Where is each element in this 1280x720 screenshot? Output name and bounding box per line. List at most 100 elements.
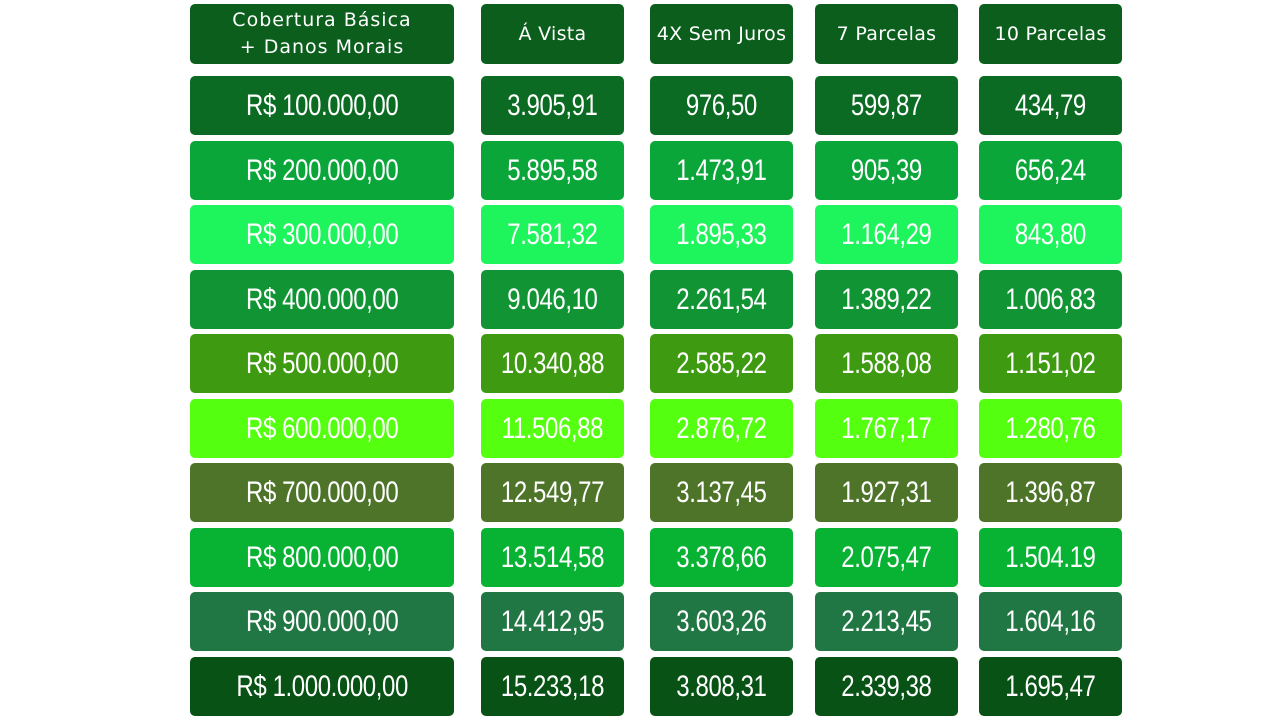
cell-4x-sem-juros-row-6: 2.876,72 [650, 399, 793, 458]
cell-4x-sem-juros-row-5: 2.585,22 [650, 334, 793, 393]
cell-value: 1.006,83 [1005, 282, 1096, 316]
cell-coverage-row-6: R$ 600.000,00 [190, 399, 454, 458]
cell-7-parcelas-row-1: 599,87 [815, 76, 958, 135]
cell-a-vista-row-9: 14.412,95 [481, 592, 624, 651]
cell-value: 1.604,16 [1005, 604, 1096, 638]
cell-value: 13.514,58 [500, 540, 605, 574]
cell-coverage-row-10: R$ 1.000.000,00 [190, 657, 454, 716]
cell-4x-sem-juros-row-9: 3.603,26 [650, 592, 793, 651]
cell-value: 3.603,26 [676, 604, 767, 638]
cell-10-parcelas-row-7: 1.396,87 [979, 463, 1122, 522]
cell-7-parcelas-row-8: 2.075,47 [815, 528, 958, 587]
cell-value: 2.213,45 [841, 604, 932, 638]
cell-10-parcelas-row-3: 843,80 [979, 205, 1122, 264]
cell-coverage-row-1: R$ 100.000,00 [190, 76, 454, 135]
cell-value: 1.164,29 [841, 217, 932, 251]
cell-a-vista-row-5: 10.340,88 [481, 334, 624, 393]
cell-coverage-row-3: R$ 300.000,00 [190, 205, 454, 264]
cell-7-parcelas-row-3: 1.164,29 [815, 205, 958, 264]
cell-value: 12.549,77 [500, 475, 605, 509]
header-4x-sem-juros: 4X Sem Juros [650, 4, 793, 64]
cell-value: 434,79 [1014, 88, 1086, 122]
cell-value: 15.233,18 [500, 669, 605, 703]
header-7-label: 7 Parcelas [836, 22, 937, 45]
cell-4x-sem-juros-row-3: 1.895,33 [650, 205, 793, 264]
header-10-parcelas: 10 Parcelas [979, 4, 1122, 64]
cell-7-parcelas-row-7: 1.927,31 [815, 463, 958, 522]
cell-value: 2.261,54 [676, 282, 767, 316]
cell-value: 2.876,72 [676, 411, 767, 445]
header-7-parcelas: 7 Parcelas [815, 4, 958, 64]
cell-10-parcelas-row-8: 1.504.19 [979, 528, 1122, 587]
cell-value: 2.585,22 [676, 346, 767, 380]
cell-7-parcelas-row-6: 1.767,17 [815, 399, 958, 458]
cell-value: 11.506,88 [501, 411, 604, 445]
cell-value: 3.378,66 [676, 540, 767, 574]
header-a-vista: Á Vista [481, 4, 624, 64]
cell-value: 7.581,32 [507, 217, 598, 251]
cell-value: 1.695,47 [1005, 669, 1096, 703]
cell-7-parcelas-row-10: 2.339,38 [815, 657, 958, 716]
cell-value: R$ 200.000,00 [245, 153, 399, 187]
cell-value: 976,50 [685, 88, 757, 122]
cell-value: R$ 900.000,00 [245, 604, 399, 638]
cell-value: R$ 1.000.000,00 [236, 669, 408, 703]
cell-value: 599,87 [850, 88, 922, 122]
cell-a-vista-row-3: 7.581,32 [481, 205, 624, 264]
cell-value: 1.927,31 [841, 475, 932, 509]
cell-value: 1.767,17 [841, 411, 932, 445]
cell-a-vista-row-7: 12.549,77 [481, 463, 624, 522]
cell-value: 905,39 [850, 153, 922, 187]
cell-10-parcelas-row-2: 656,24 [979, 141, 1122, 200]
cell-value: 2.339,38 [841, 669, 932, 703]
cell-7-parcelas-row-5: 1.588,08 [815, 334, 958, 393]
cell-10-parcelas-row-9: 1.604,16 [979, 592, 1122, 651]
cell-value: R$ 700.000,00 [245, 475, 399, 509]
cell-value: 656,24 [1014, 153, 1086, 187]
cell-value: R$ 400.000,00 [245, 282, 399, 316]
cell-value: 1.151,02 [1005, 346, 1096, 380]
cell-value: 10.340,88 [500, 346, 605, 380]
header-10-label: 10 Parcelas [994, 22, 1107, 45]
cell-a-vista-row-1: 3.905,91 [481, 76, 624, 135]
cell-a-vista-row-10: 15.233,18 [481, 657, 624, 716]
cell-coverage-row-8: R$ 800.000,00 [190, 528, 454, 587]
cell-coverage-row-9: R$ 900.000,00 [190, 592, 454, 651]
header-coverage-label: Cobertura Básica + Danos Morais [232, 9, 412, 58]
header-4x-label: 4X Sem Juros [656, 22, 787, 45]
cell-10-parcelas-row-5: 1.151,02 [979, 334, 1122, 393]
cell-10-parcelas-row-10: 1.695,47 [979, 657, 1122, 716]
cell-7-parcelas-row-9: 2.213,45 [815, 592, 958, 651]
cell-value: 1.895,33 [676, 217, 767, 251]
cell-a-vista-row-6: 11.506,88 [481, 399, 624, 458]
cell-4x-sem-juros-row-8: 3.378,66 [650, 528, 793, 587]
cell-value: 2.075,47 [841, 540, 932, 574]
cell-4x-sem-juros-row-10: 3.808,31 [650, 657, 793, 716]
cell-value: R$ 100.000,00 [245, 88, 399, 122]
header-coverage: Cobertura Básica + Danos Morais [190, 4, 454, 64]
cell-value: R$ 800.000,00 [245, 540, 399, 574]
cell-7-parcelas-row-4: 1.389,22 [815, 270, 958, 329]
cell-value: 3.808,31 [676, 669, 767, 703]
cell-value: 9.046,10 [507, 282, 598, 316]
cell-10-parcelas-row-6: 1.280,76 [979, 399, 1122, 458]
cell-coverage-row-4: R$ 400.000,00 [190, 270, 454, 329]
header-a-vista-label: Á Vista [518, 22, 587, 45]
cell-a-vista-row-8: 13.514,58 [481, 528, 624, 587]
cell-4x-sem-juros-row-2: 1.473,91 [650, 141, 793, 200]
cell-4x-sem-juros-row-7: 3.137,45 [650, 463, 793, 522]
cell-value: 1.473,91 [676, 153, 767, 187]
cell-4x-sem-juros-row-1: 976,50 [650, 76, 793, 135]
cell-7-parcelas-row-2: 905,39 [815, 141, 958, 200]
cell-value: 1.588,08 [841, 346, 932, 380]
cell-coverage-row-5: R$ 500.000,00 [190, 334, 454, 393]
cell-value: R$ 300.000,00 [245, 217, 399, 251]
cell-value: R$ 500.000,00 [245, 346, 399, 380]
cell-a-vista-row-2: 5.895,58 [481, 141, 624, 200]
cell-value: 1.389,22 [841, 282, 932, 316]
cell-a-vista-row-4: 9.046,10 [481, 270, 624, 329]
cell-coverage-row-7: R$ 700.000,00 [190, 463, 454, 522]
cell-10-parcelas-row-4: 1.006,83 [979, 270, 1122, 329]
cell-value: 3.137,45 [676, 475, 767, 509]
